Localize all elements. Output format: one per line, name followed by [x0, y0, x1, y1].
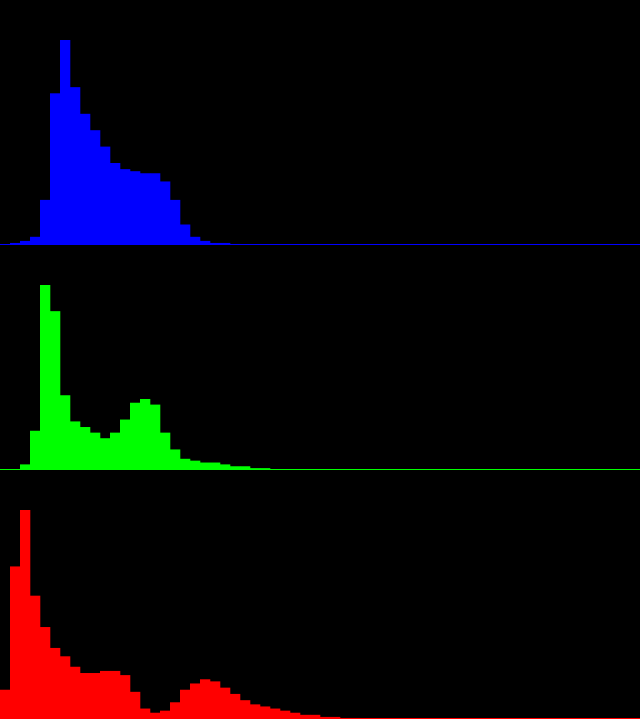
histogram-bar-red	[200, 679, 211, 719]
histogram-bar-red	[60, 656, 71, 719]
histogram-bar-red	[310, 714, 321, 719]
histogram-bar-blue	[10, 242, 21, 245]
histogram-bar-blue	[180, 224, 191, 245]
histogram-bar-green	[40, 285, 51, 470]
histogram-bar-blue	[20, 240, 31, 245]
histogram-bar-red	[230, 693, 241, 719]
histogram-bar-red	[100, 670, 111, 719]
histogram-bar-blue	[100, 146, 111, 245]
histogram-bar-red	[50, 647, 61, 719]
histogram-bar-red	[170, 702, 181, 719]
histogram-bar-red	[160, 710, 171, 719]
histogram-bar-green	[200, 462, 211, 470]
histogram-bar-green	[230, 466, 241, 470]
histogram-bar-blue	[80, 113, 91, 245]
histogram-bar-green	[60, 395, 71, 470]
histogram-bar-blue	[60, 40, 71, 245]
histogram-bar-red	[250, 704, 261, 719]
histogram-bar-red	[180, 689, 191, 719]
histogram-bar-green	[70, 421, 81, 470]
histogram-bar-green	[90, 432, 101, 470]
histogram-bar-green	[110, 432, 121, 470]
histogram-bar-green	[220, 464, 231, 470]
histogram-bar-red	[210, 681, 221, 719]
histogram-bar-red	[320, 716, 331, 719]
histogram-bar-green	[20, 464, 31, 470]
histogram-bar-red	[10, 566, 21, 719]
histogram-panel-red	[0, 510, 640, 719]
histogram-bar-green	[80, 427, 91, 470]
histogram-panel-green	[0, 285, 640, 470]
histogram-bar-blue	[210, 242, 221, 245]
histogram-bar-red	[130, 691, 141, 719]
histogram-bar-blue	[40, 199, 51, 245]
histogram-bar-green	[240, 466, 251, 470]
histogram-bar-red	[240, 700, 251, 719]
histogram-bar-green	[30, 430, 41, 470]
histogram-bar-green	[180, 458, 191, 470]
histogram-bar-green	[100, 438, 111, 470]
histogram-bar-red	[280, 710, 291, 719]
histogram-bar-blue	[220, 242, 231, 245]
histogram-bar-green	[210, 462, 221, 470]
histogram-bar-red	[120, 675, 131, 719]
histogram-bar-red	[90, 673, 101, 719]
histogram-bar-green	[140, 398, 151, 470]
histogram-bar-blue	[160, 181, 171, 245]
histogram-bar-blue	[140, 173, 151, 245]
histogram-bar-red	[110, 670, 121, 719]
histogram-bar-green	[170, 449, 181, 470]
histogram-bar-blue	[200, 240, 211, 245]
histogram-bar-red	[190, 683, 201, 719]
histogram-bar-blue	[190, 236, 201, 245]
histogram-bar-blue	[170, 199, 181, 245]
histogram-bar-green	[120, 419, 131, 470]
histogram-bar-blue	[50, 93, 61, 245]
histogram-bar-red	[0, 689, 11, 719]
histogram-bar-red	[20, 510, 31, 719]
histogram-bar-red	[220, 687, 231, 719]
histogram-bar-green	[150, 404, 161, 470]
histogram-panel-blue	[0, 40, 640, 246]
histogram-bar-red	[330, 716, 341, 719]
histogram-bar-green	[130, 402, 141, 470]
histogram-bar-blue	[110, 163, 121, 245]
histogram-bar-blue	[150, 173, 161, 245]
histogram-bar-green	[160, 432, 171, 470]
histogram-bar-red	[140, 708, 151, 719]
histogram-bar-blue	[70, 87, 81, 246]
histogram-bar-blue	[120, 169, 131, 245]
histogram-bar-red	[80, 673, 91, 719]
histogram-bar-green	[50, 311, 61, 470]
histogram-bar-blue	[130, 171, 141, 245]
histogram-bar-blue	[30, 236, 41, 245]
histogram-bar-red	[290, 712, 301, 719]
histogram-bar-blue	[90, 130, 101, 245]
histogram-bar-red	[150, 712, 161, 719]
histogram-bar-red	[300, 714, 311, 719]
histogram-bar-red	[260, 706, 271, 719]
histogram-bar-red	[270, 708, 281, 719]
histogram-bar-red	[30, 595, 41, 719]
histogram-bar-green	[190, 460, 201, 470]
histogram-bar-red	[70, 666, 81, 719]
histogram-bar-red	[40, 627, 51, 719]
